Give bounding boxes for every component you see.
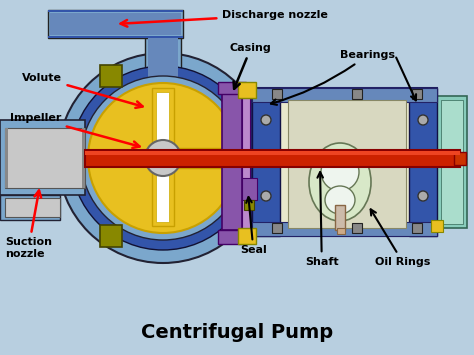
Ellipse shape [309, 143, 371, 221]
Bar [252, 88, 437, 236]
Bar [152, 158, 174, 226]
Bar [222, 90, 242, 230]
Bar [148, 38, 178, 100]
Bar [262, 96, 424, 228]
Bar [5, 198, 60, 217]
Text: Suction
nozzle: Suction nozzle [5, 191, 52, 259]
Bar [272, 223, 282, 233]
Text: Impeller: Impeller [10, 113, 140, 148]
Ellipse shape [325, 186, 355, 214]
Bar [145, 38, 181, 103]
Bar [5, 128, 8, 188]
Bar [352, 223, 362, 233]
Circle shape [145, 140, 181, 176]
Bar [0, 195, 60, 220]
Text: Discharge nozzle: Discharge nozzle [120, 10, 328, 27]
Bar [409, 88, 437, 236]
Bar [156, 92, 169, 152]
Bar [242, 90, 250, 230]
Circle shape [58, 53, 268, 263]
Text: Shaft: Shaft [305, 172, 338, 267]
Circle shape [261, 115, 271, 125]
Bar [252, 88, 437, 102]
Bar [252, 222, 437, 236]
Bar [437, 96, 467, 228]
Circle shape [71, 66, 255, 250]
Bar [156, 162, 169, 222]
Bar [412, 89, 422, 99]
Bar [48, 36, 183, 38]
Bar [5, 128, 85, 188]
Bar [48, 10, 183, 38]
Bar [218, 230, 246, 244]
Bar [100, 65, 122, 87]
Bar [244, 200, 254, 210]
Bar [352, 89, 362, 99]
Circle shape [418, 191, 428, 201]
Circle shape [261, 191, 271, 201]
Bar [272, 89, 282, 99]
Bar [238, 228, 256, 244]
Bar [431, 220, 443, 232]
Circle shape [418, 115, 428, 125]
Text: Oil Rings: Oil Rings [371, 209, 430, 267]
Bar [441, 100, 463, 224]
Bar [50, 13, 181, 35]
Bar [82, 128, 85, 188]
Bar [163, 148, 223, 168]
Bar [335, 205, 345, 230]
Bar [152, 88, 174, 156]
Bar [48, 10, 183, 12]
Bar [0, 120, 85, 195]
Text: Casing: Casing [230, 43, 272, 89]
Text: Bearings: Bearings [271, 50, 395, 105]
Bar [454, 152, 466, 165]
Text: Volute: Volute [22, 73, 143, 108]
Bar [218, 82, 246, 94]
Circle shape [81, 76, 245, 240]
Bar [288, 100, 406, 228]
Circle shape [88, 83, 238, 233]
Bar [337, 228, 345, 234]
Bar [412, 223, 422, 233]
Bar [85, 150, 460, 167]
Bar [242, 178, 257, 200]
Bar [238, 82, 256, 98]
Bar [85, 151, 460, 155]
Bar [100, 225, 122, 247]
Circle shape [261, 153, 271, 163]
Ellipse shape [321, 153, 359, 191]
Bar [252, 88, 280, 236]
Text: Centrifugal Pump: Centrifugal Pump [141, 322, 333, 342]
Text: Seal: Seal [240, 197, 267, 255]
Circle shape [418, 153, 428, 163]
